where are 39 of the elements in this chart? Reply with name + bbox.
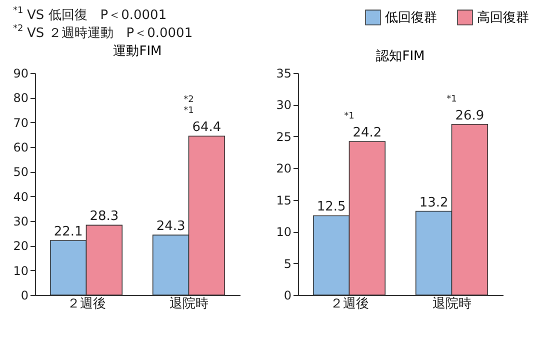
y-tick-label: 70 [13,116,28,130]
legend-label: 低回復群 [385,10,437,26]
data-label: 22.1 [54,224,83,240]
y-tick-label: 20 [13,239,28,254]
annotation: *1 [344,112,354,122]
data-label: 24.3 [156,219,186,234]
data-label: 28.3 [90,209,119,224]
y-tick-label: 10 [13,264,28,278]
y-tick-label: 15 [276,193,292,208]
y-tick-label: 40 [13,190,28,204]
y-tick-label: 5 [284,256,292,271]
x-tick-label: ２週後 [330,296,369,312]
y-tick-label: 80 [13,91,28,106]
x-tick-label: ２週後 [66,296,106,312]
data-label: 13.2 [419,195,448,210]
data-label: 64.4 [192,120,222,136]
y-tick-label: 30 [276,98,292,112]
annotation: *2 *1 [184,95,194,116]
text: *2 VS ２週時運動 P＜0.0001 [13,24,193,41]
y-tick-label: 50 [13,165,28,180]
legend-label: 高回復群 [477,9,529,26]
y-tick-label: 35 [276,66,292,80]
x-tick-label: 退院時 [169,296,208,312]
y-tick-label: 0 [284,288,292,302]
text: *1 VS 低回復 P＜0.0001 [13,6,167,23]
chart-title: 運動FIM [113,44,162,59]
chart-title: 認知FIM [376,49,425,64]
annotation: *1 [446,94,457,104]
y-tick-label: 30 [13,214,28,228]
data-label: 24.2 [352,126,382,141]
data-label: 26.9 [455,108,484,124]
data-label: 12.5 [316,200,346,215]
y-tick-label: 90 [13,66,28,80]
y-tick-label: 25 [276,130,292,144]
y-tick-label: 60 [13,140,28,154]
y-tick-label: 20 [276,162,292,176]
x-tick-label: 退院時 [432,296,472,312]
y-tick-label: 0 [20,288,28,302]
y-tick-label: 10 [276,225,292,240]
